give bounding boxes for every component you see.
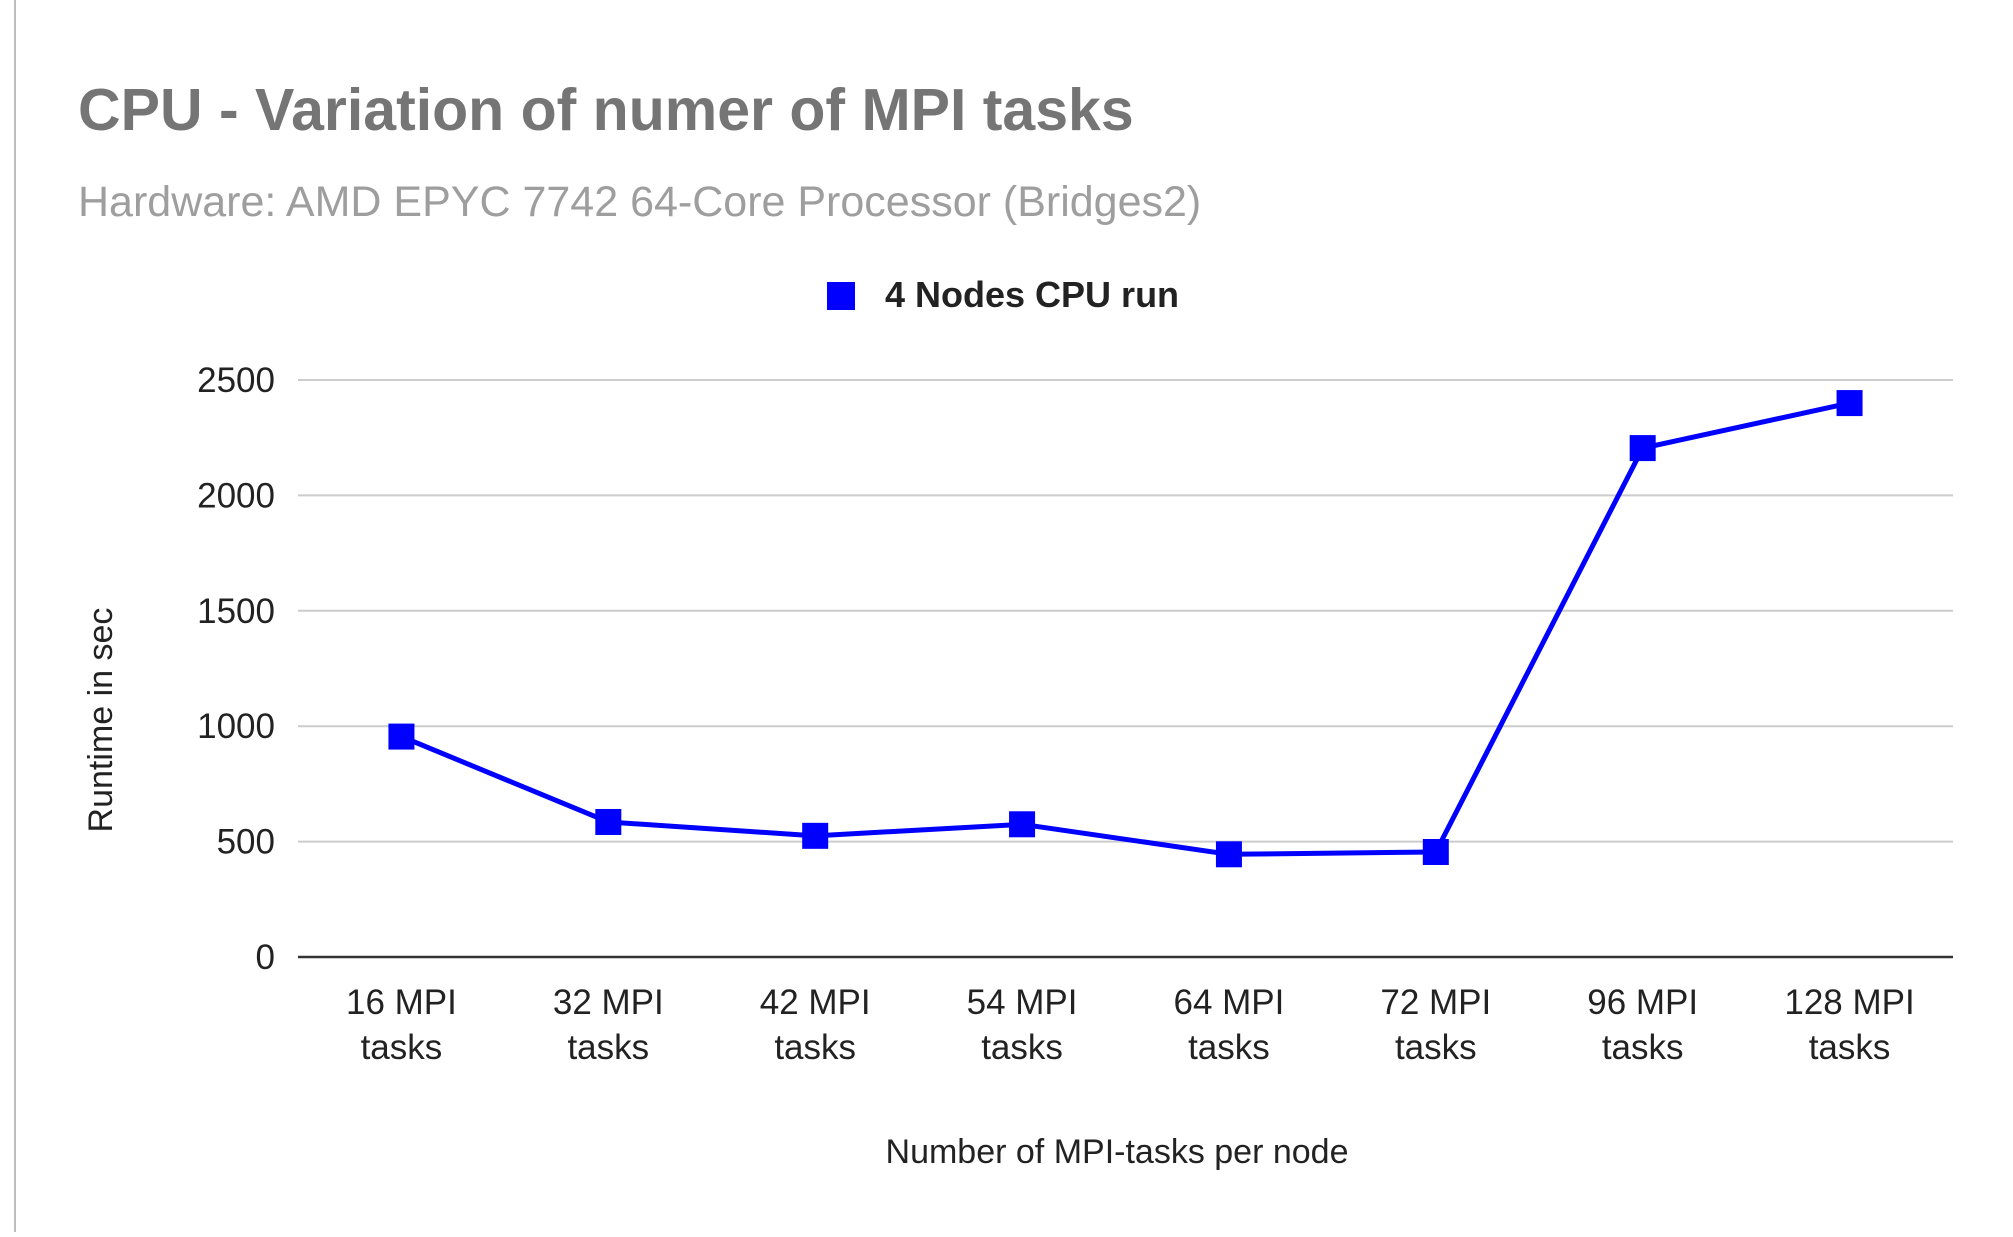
y-tick-label: 2500 <box>197 361 275 400</box>
x-tick-label: 16 MPI <box>346 983 457 1022</box>
legend-label: 4 Nodes CPU run <box>885 274 1179 315</box>
data-point-marker <box>802 822 829 849</box>
x-tick-label: tasks <box>981 1028 1063 1067</box>
x-tick-label: 54 MPI <box>967 983 1078 1022</box>
y-tick-label: 500 <box>217 823 275 862</box>
y-tick-label: 1500 <box>197 592 275 631</box>
y-tick-label: 0 <box>256 938 275 977</box>
data-point-marker <box>1215 841 1242 868</box>
x-tick-label: tasks <box>361 1028 443 1067</box>
series-group <box>388 390 1863 868</box>
x-tick-label: 128 MPI <box>1784 983 1914 1022</box>
legend: 4 Nodes CPU run <box>827 274 1179 315</box>
x-tick-label: 72 MPI <box>1380 983 1491 1022</box>
x-tick-label: tasks <box>1395 1028 1477 1067</box>
x-tick-label: tasks <box>567 1028 649 1067</box>
x-tick-label: 32 MPI <box>553 983 664 1022</box>
x-axis-tick-labels: 16 MPI tasks 32 MPI tasks 42 MPI tasks 54 MPI t… <box>346 983 1915 1067</box>
chart-subtitle: Hardware: AMD EPYC 7742 64-Core Processo… <box>78 178 1201 226</box>
x-tick-label: 96 MPI <box>1587 983 1698 1022</box>
data-point-marker <box>1629 435 1656 462</box>
x-tick-label: tasks <box>1602 1028 1684 1067</box>
y-tick-label: 2000 <box>197 476 275 515</box>
x-axis-label: Number of MPI-tasks per node <box>886 1133 1349 1171</box>
x-tick-label: tasks <box>1809 1028 1891 1067</box>
data-point-marker <box>595 808 622 835</box>
y-axis-label: Runtime in sec <box>82 608 120 833</box>
data-point-marker <box>1009 811 1036 838</box>
chart-title: CPU - Variation of numer of MPI tasks <box>78 77 1134 143</box>
legend-swatch <box>827 282 855 310</box>
x-tick-label: 42 MPI <box>760 983 871 1022</box>
gridlines <box>298 379 1953 843</box>
x-tick-label: 64 MPI <box>1173 983 1284 1022</box>
y-tick-label: 1000 <box>197 707 275 746</box>
series-line <box>400 400 1851 857</box>
data-point-marker <box>388 723 415 750</box>
data-point-marker <box>1422 838 1449 865</box>
x-tick-label: tasks <box>1188 1028 1270 1067</box>
data-point-marker <box>1836 390 1863 417</box>
x-tick-label: tasks <box>774 1028 856 1067</box>
y-axis-tick-labels: 0 500 1000 1500 2000 2500 <box>197 361 275 977</box>
